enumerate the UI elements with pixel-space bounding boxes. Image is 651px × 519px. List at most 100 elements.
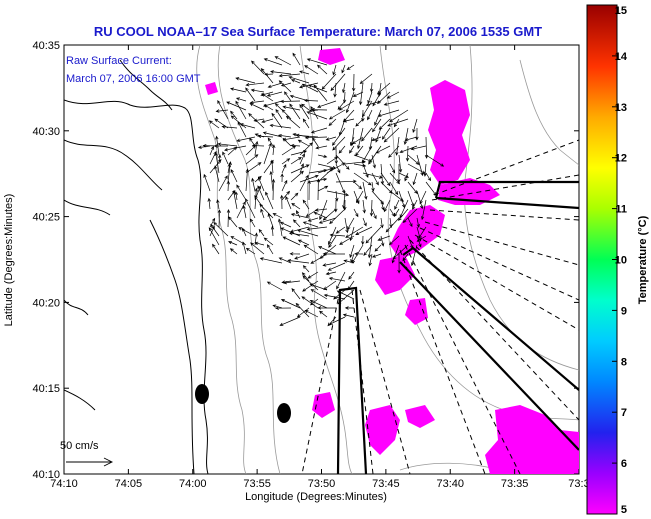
current-vector	[302, 265, 310, 273]
current-vector	[362, 217, 367, 227]
current-vector	[319, 244, 337, 259]
current-vector	[376, 82, 391, 95]
current-vector	[371, 208, 377, 220]
current-vector	[290, 79, 301, 84]
y-tick-label: 40:10	[32, 469, 60, 481]
current-vector	[299, 174, 309, 192]
current-vector	[319, 310, 328, 318]
current-vector	[361, 100, 373, 118]
current-vector	[345, 91, 355, 114]
current-vector	[295, 133, 319, 138]
current-vector	[208, 227, 220, 246]
current-vector	[297, 239, 310, 246]
current-vector	[317, 185, 329, 192]
current-vector	[248, 113, 265, 129]
current-vector	[397, 253, 401, 274]
colorbar-tick-label: 6	[621, 458, 627, 470]
current-vector	[321, 73, 337, 90]
current-vector	[389, 163, 396, 174]
x-tick-label: 73:35	[501, 478, 529, 490]
y-tick-label: 40:25	[32, 212, 60, 224]
current-vector	[262, 100, 283, 108]
current-vector	[351, 73, 356, 92]
current-vector	[361, 127, 373, 142]
current-vector	[342, 91, 347, 104]
current-vector	[361, 235, 365, 246]
map-title: RU COOL NOAA–17 Sea Surface Temperature:…	[94, 24, 542, 39]
current-vector	[322, 262, 337, 267]
current-vector	[332, 136, 346, 151]
current-vector	[315, 145, 328, 150]
current-vector	[332, 64, 337, 76]
current-vector	[280, 194, 284, 210]
current-vector	[207, 197, 211, 210]
current-vector	[339, 235, 355, 245]
current-vector	[212, 243, 220, 255]
current-vector	[318, 217, 337, 224]
current-vector	[281, 158, 291, 165]
current-vector	[412, 199, 418, 210]
current-vector	[285, 115, 301, 129]
current-vector	[221, 125, 238, 129]
current-vector	[383, 100, 400, 106]
current-vector	[251, 143, 265, 148]
current-vector	[302, 280, 319, 292]
current-vector	[302, 221, 319, 228]
current-vector	[302, 118, 310, 129]
current-vector	[380, 217, 384, 229]
current-vector	[369, 82, 374, 93]
current-vector	[242, 204, 247, 219]
current-vector	[397, 163, 401, 184]
current-vector	[285, 195, 292, 210]
current-vector	[410, 145, 427, 151]
current-vector	[290, 213, 310, 219]
current-vector	[341, 64, 346, 74]
current-vector	[296, 210, 301, 219]
current-vector	[354, 252, 364, 256]
current-vector	[301, 83, 319, 93]
current-vector	[245, 168, 250, 192]
current-vector	[238, 227, 256, 237]
current-vector	[306, 111, 328, 120]
current-vector	[278, 257, 292, 264]
current-vector	[230, 115, 247, 129]
current-vector	[245, 87, 256, 102]
current-vector	[425, 154, 445, 167]
current-vector	[362, 181, 368, 200]
current-vector	[291, 202, 301, 210]
x-tick-label: 74:00	[179, 478, 207, 490]
current-vector	[328, 118, 337, 127]
current-vector	[210, 223, 220, 237]
current-vector	[336, 290, 355, 300]
scale-label: 50 cm/s	[60, 440, 99, 452]
current-vector	[257, 134, 274, 139]
current-vector	[332, 127, 346, 146]
colorbar-tick-label: 12	[615, 153, 627, 165]
current-vector	[281, 179, 288, 192]
current-vector	[235, 77, 256, 84]
colorbar-label: Temperature (°C)	[637, 215, 649, 304]
x-tick-label: 73:55	[243, 478, 271, 490]
current-vector	[344, 217, 349, 234]
current-vector	[395, 136, 400, 156]
current-vector	[237, 121, 247, 138]
current-vector	[346, 64, 355, 71]
current-vector	[381, 127, 391, 140]
current-vector	[269, 123, 292, 129]
current-vector	[311, 107, 328, 112]
current-vector	[230, 87, 247, 93]
current-vector	[214, 118, 229, 129]
current-vector	[271, 112, 283, 129]
current-vector	[307, 179, 311, 201]
current-vector	[415, 127, 419, 141]
colorbar-tick-label: 8	[621, 356, 627, 368]
current-vector	[349, 244, 355, 259]
current-vector	[335, 154, 350, 170]
current-vector	[372, 118, 382, 133]
current-vector	[355, 226, 373, 235]
current-vector	[338, 145, 346, 154]
current-vector	[288, 231, 310, 237]
current-vector	[245, 82, 265, 87]
current-vector	[299, 163, 304, 174]
current-vector	[236, 184, 247, 201]
